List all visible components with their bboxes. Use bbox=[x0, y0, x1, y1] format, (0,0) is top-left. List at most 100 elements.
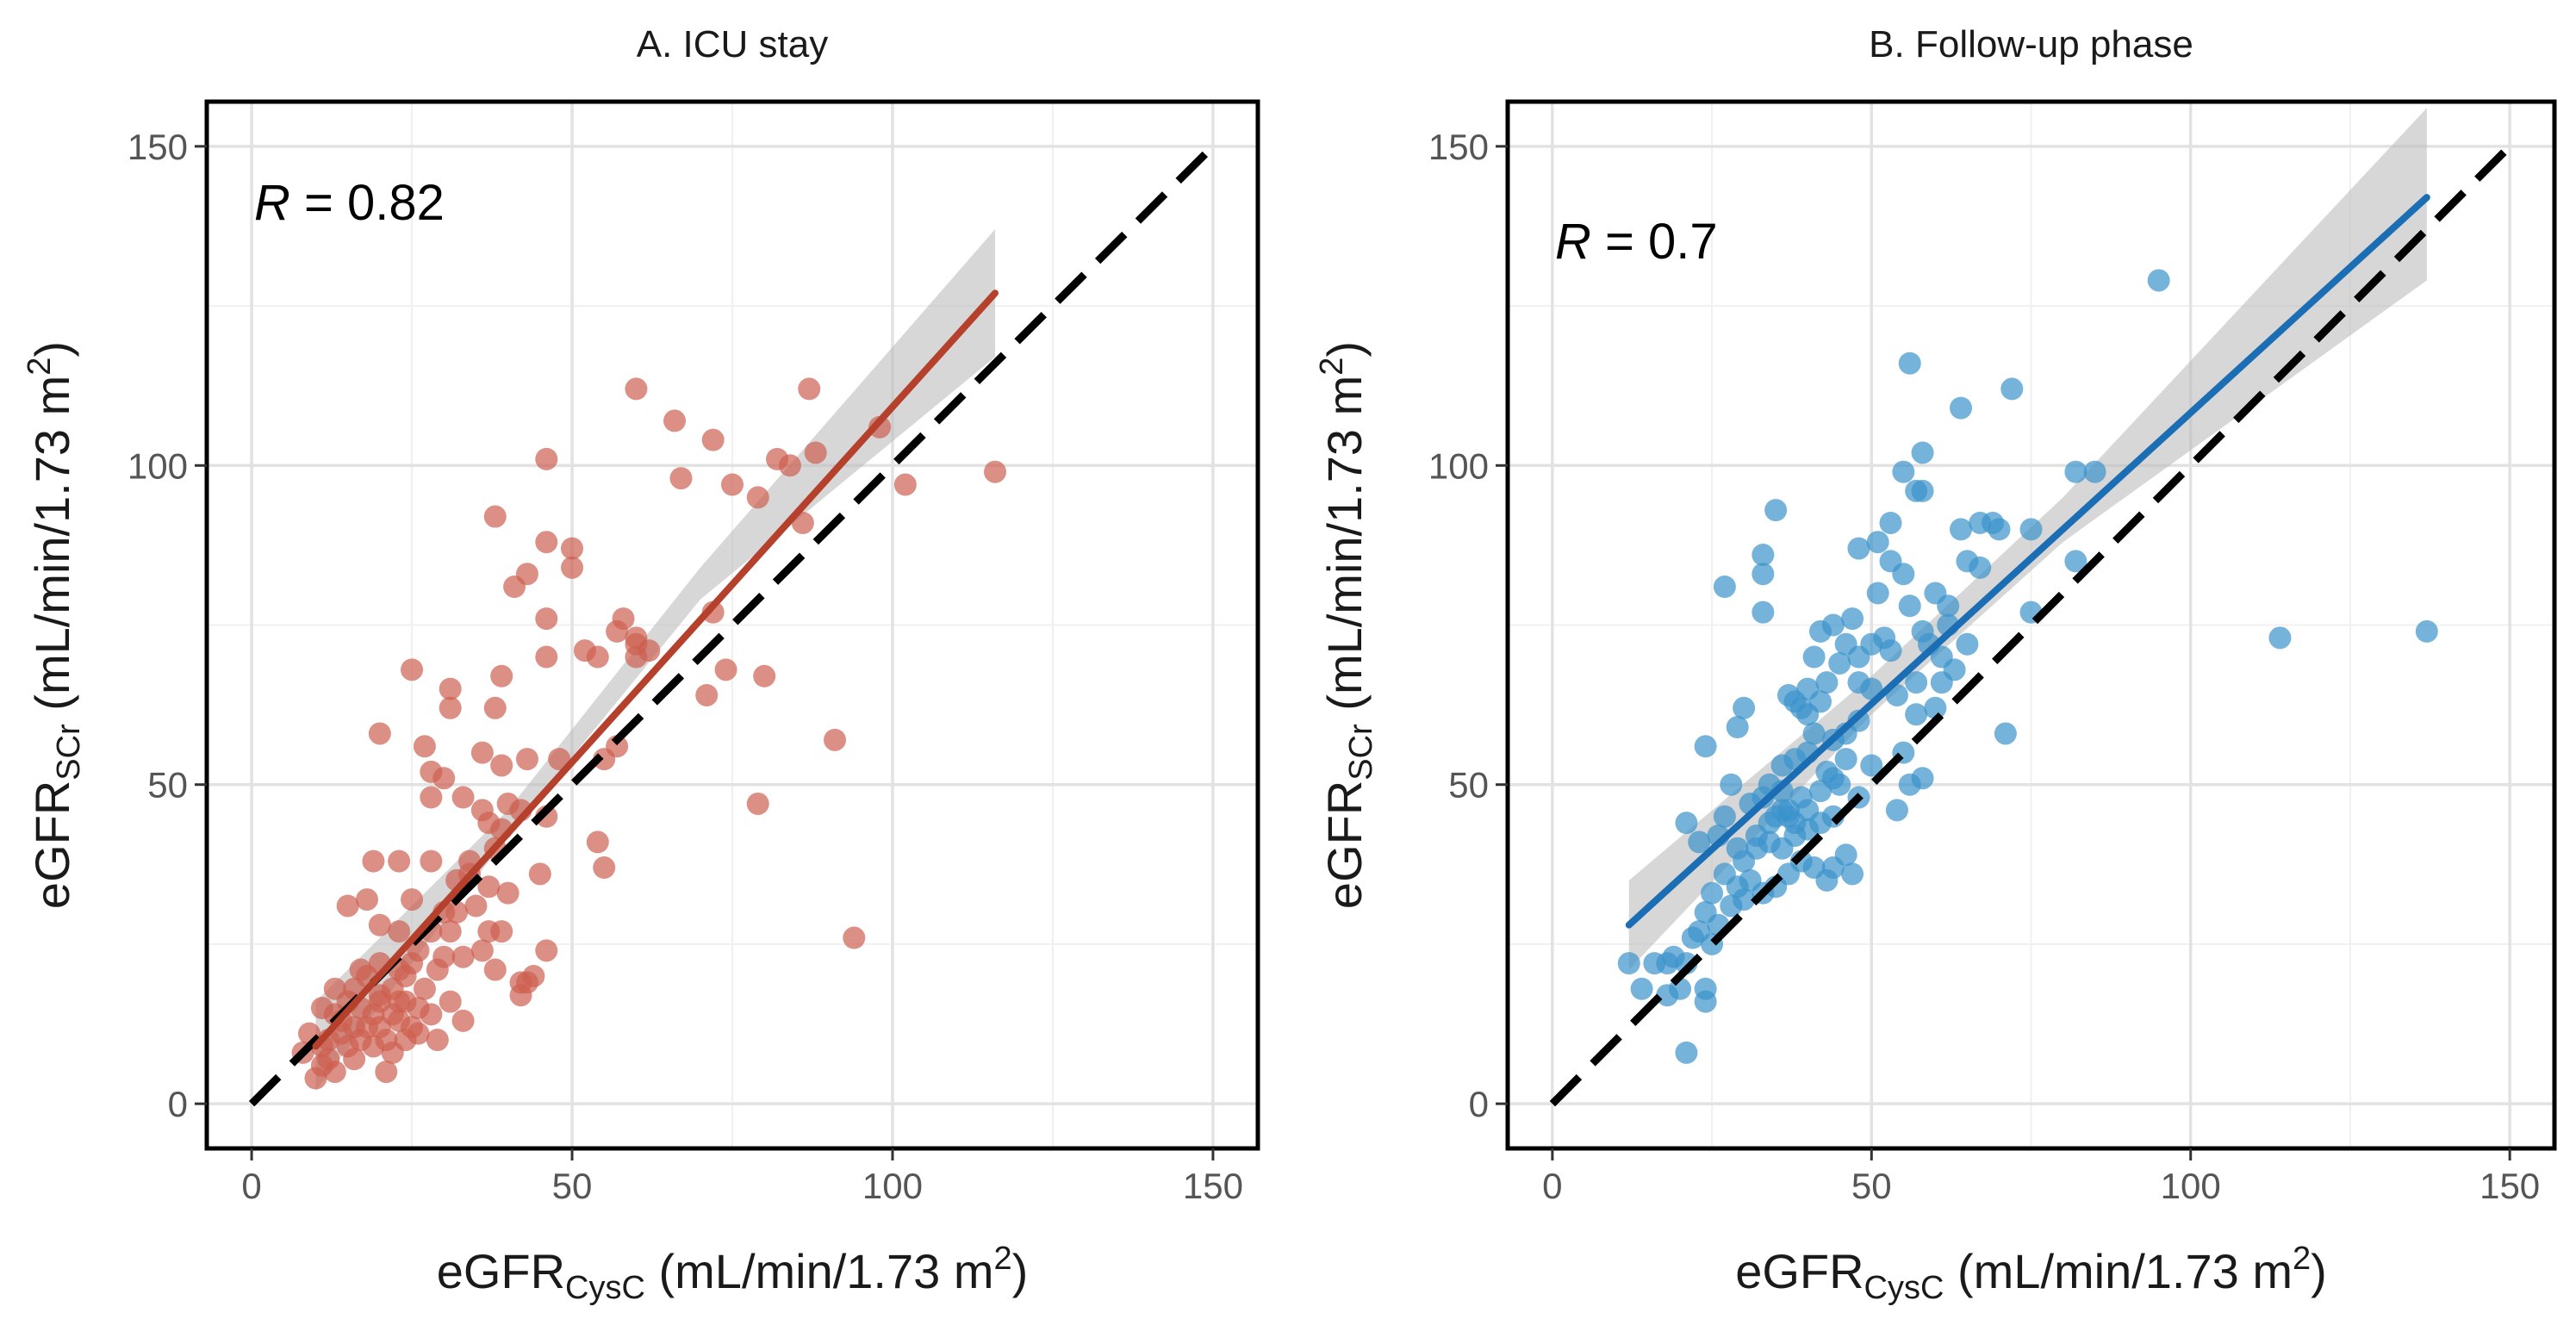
chart-a-data-point bbox=[426, 1029, 449, 1052]
chart-b-y-axis-label: eGFRSCr (mL/min/1.73 m2) bbox=[1314, 341, 1379, 909]
chart-a-data-point bbox=[548, 748, 571, 771]
chart-a-data-point bbox=[669, 467, 693, 490]
chart-b-data-point bbox=[1988, 518, 2011, 541]
chart-b-data-point bbox=[1885, 799, 1908, 822]
chart-a-x-tick-label: 0 bbox=[241, 1166, 261, 1206]
chart-b-data-point bbox=[1924, 696, 1947, 719]
chart-a-data-point bbox=[753, 664, 776, 687]
chart-a-data-point bbox=[503, 576, 526, 599]
chart-b-data-point bbox=[1841, 862, 1864, 886]
chart-a-data-point bbox=[413, 735, 436, 758]
chart-b-data-point bbox=[1860, 754, 1883, 777]
chart-a-plot-frame bbox=[204, 99, 1260, 1151]
chart-a-data-point bbox=[439, 696, 462, 719]
chart-b-data-point bbox=[1713, 576, 1736, 599]
chart-a-x-axis-label-sup: 2 bbox=[994, 1241, 1012, 1277]
chart-a-x-axis-label-sub: CysC bbox=[565, 1270, 645, 1306]
chart-b-data-point bbox=[1911, 767, 1934, 790]
chart-b-data-point bbox=[1789, 786, 1813, 809]
chart-a-data-point bbox=[439, 990, 462, 1013]
chart-a-data-point bbox=[515, 748, 538, 771]
chart-b-data-point bbox=[1847, 537, 1870, 560]
chart-b-data-point bbox=[2415, 619, 2438, 643]
chart-a-data-point bbox=[336, 894, 359, 918]
chart-a-data-point bbox=[375, 1061, 398, 1084]
chart-b-data-point bbox=[2268, 626, 2292, 650]
chart-b-data-point bbox=[1847, 645, 1870, 669]
chart-b-x-tick-label: 100 bbox=[2161, 1166, 2221, 1206]
chart-a-x-tick-label: 150 bbox=[1183, 1166, 1243, 1206]
chart-b-data-point bbox=[1956, 632, 1979, 656]
chart-a-data-point bbox=[606, 619, 629, 643]
chart-b-title: B. Follow-up phase bbox=[1869, 23, 2193, 65]
chart-a-data-point bbox=[304, 1067, 327, 1090]
chart-b-data-point bbox=[1675, 812, 1698, 835]
chart-b-data-point bbox=[1776, 683, 1800, 706]
chart-b-x-tick-label: 0 bbox=[1542, 1166, 1562, 1206]
chart-a-data-point bbox=[721, 473, 744, 496]
chart-b-data-point bbox=[1866, 531, 1889, 554]
chart-a-y-axis-label-sup: 2 bbox=[22, 358, 58, 376]
chart-a-x-axis-label-main: eGFR bbox=[437, 1244, 565, 1298]
chart-b-x-axis-label: eGFRCysC (mL/min/1.73 m2) bbox=[1735, 1241, 2327, 1306]
chart-a-data-point bbox=[843, 926, 866, 949]
chart-b-data-point bbox=[1752, 563, 1775, 586]
chart-a-data-point bbox=[451, 945, 475, 968]
chart-b-y-tick-label: 50 bbox=[1448, 765, 1489, 806]
chart-a-data-point bbox=[432, 767, 456, 790]
chart-b-data-point bbox=[1733, 888, 1756, 911]
chart-a-correlation-value: = 0.82 bbox=[290, 175, 445, 231]
chart-b-x-axis-label-sub: CysC bbox=[1864, 1270, 1944, 1306]
chart-a-data-point bbox=[535, 939, 558, 962]
chart-a-data-point bbox=[535, 607, 558, 631]
chart-a-correlation-r: R bbox=[254, 175, 290, 231]
chart-a-data-point bbox=[663, 409, 687, 432]
chart-b-y-axis-label-main: eGFR bbox=[1317, 781, 1372, 909]
chart-a-data-point bbox=[535, 531, 558, 554]
chart-a-confidence-band bbox=[315, 229, 996, 1092]
chart-b-data-point bbox=[1866, 582, 1889, 605]
chart-a-data-point bbox=[824, 728, 847, 751]
chart-a-data-point bbox=[464, 894, 488, 918]
chart-b-regression-line bbox=[1625, 194, 2430, 929]
chart-a-data-point bbox=[593, 748, 616, 771]
chart-b-data-point bbox=[1809, 690, 1832, 713]
chart-a-data-point bbox=[451, 1009, 475, 1032]
chart-b-data-point bbox=[1656, 952, 1679, 975]
chart-b-data-point bbox=[1898, 352, 1921, 375]
chart-a-y-axis-label-main: eGFR bbox=[25, 781, 79, 909]
chart-panel-b: 0 50 100 150 0 50 100 150 B. Follow-up phase R = … bbox=[1288, 0, 2576, 1319]
chart-a-data-point bbox=[701, 428, 725, 451]
chart-b-data-point bbox=[1802, 722, 1826, 745]
chart-a-y-tick-label: 50 bbox=[147, 765, 188, 806]
chart-b-data-point bbox=[1752, 600, 1775, 624]
chart-a-data-point bbox=[470, 741, 494, 764]
chart-a-data-point bbox=[413, 977, 436, 1000]
chart-a-data-point bbox=[439, 920, 462, 943]
chart-b-data-point bbox=[1950, 396, 1973, 420]
chart-b-data-point bbox=[1809, 619, 1832, 643]
chart-b-x-axis-label-main: eGFR bbox=[1735, 1244, 1864, 1298]
chart-b-y-tick-label: 100 bbox=[1428, 445, 1489, 486]
chart-a-data-point bbox=[483, 696, 507, 719]
chart-a-data-point bbox=[362, 849, 385, 873]
chart-a-correlation-label: R = 0.82 bbox=[254, 175, 445, 231]
chart-b-data-point bbox=[1752, 544, 1775, 567]
chart-b-data-point bbox=[1694, 990, 1717, 1013]
chart-b-data-point bbox=[1892, 460, 1915, 483]
chart-a-x-tick-label: 100 bbox=[862, 1166, 923, 1206]
chart-a-data-point bbox=[426, 958, 449, 981]
chart-a-data-point bbox=[535, 645, 558, 669]
chart-b-data-point bbox=[1898, 594, 1921, 618]
chart-b-data-point bbox=[1720, 773, 1743, 796]
chart-b-data-point bbox=[1713, 805, 1736, 828]
chart-a-x-axis-label: eGFRCysC (mL/min/1.73 m2) bbox=[437, 1241, 1029, 1306]
chart-a-y-tick-label: 100 bbox=[128, 445, 188, 486]
chart-b-data-point bbox=[1726, 837, 1749, 860]
chart-b-data-point bbox=[1617, 952, 1640, 975]
chart-a-data-point bbox=[561, 556, 584, 579]
chart-a-data-point bbox=[349, 1029, 372, 1052]
chart-a-data-point bbox=[695, 683, 719, 706]
chart-b-x-axis-label-sup: 2 bbox=[2293, 1241, 2311, 1277]
chart-a-data-point bbox=[586, 831, 609, 854]
